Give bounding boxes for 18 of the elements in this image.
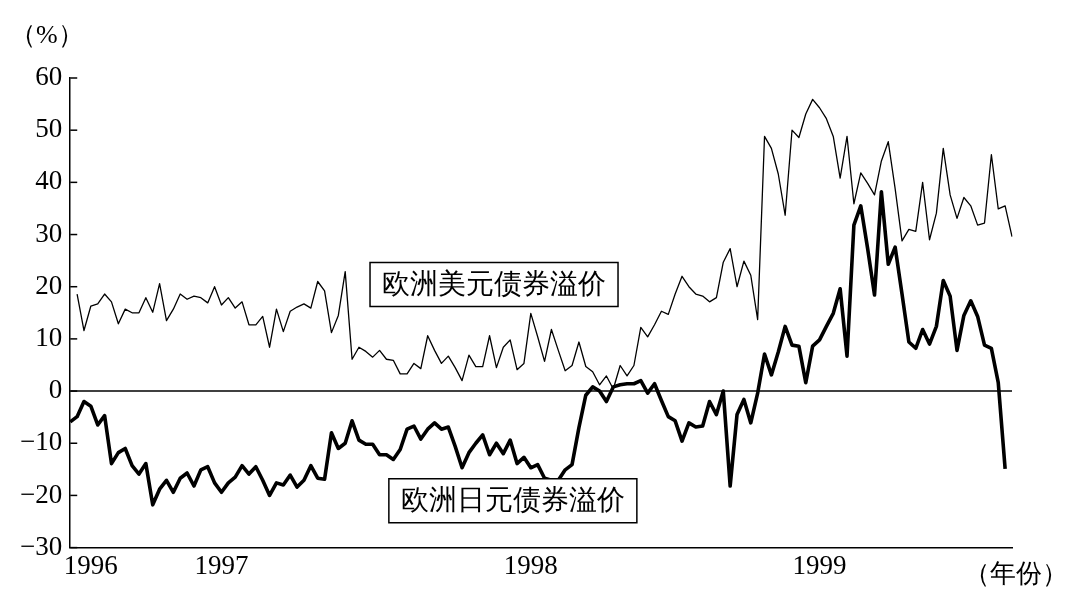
y-tick-label: 20 (35, 269, 63, 300)
x-tick-label: 1996 (63, 549, 118, 580)
y-tick-label: 10 (35, 321, 63, 352)
y-axis-title: （%） (10, 19, 84, 49)
y-tick-label: 60 (35, 61, 63, 92)
y-tick-label: −30 (19, 530, 63, 561)
x-tick-label: 1998 (503, 549, 558, 580)
y-tick-label: 0 (48, 374, 63, 405)
series-label: 欧洲美元债券溢价 (382, 267, 607, 299)
series-label: 欧洲日元债券溢价 (400, 484, 625, 515)
x-tick-label: 1999 (792, 549, 847, 580)
x-tick-label: 1997 (194, 549, 249, 580)
y-tick-label: 40 (35, 165, 63, 196)
x-axis-title: （年份） (964, 559, 1068, 589)
y-tick-label: −20 (19, 478, 63, 509)
y-tick-label: 30 (35, 217, 63, 248)
y-tick-label: −10 (19, 426, 63, 457)
y-tick-label: 50 (35, 113, 63, 144)
